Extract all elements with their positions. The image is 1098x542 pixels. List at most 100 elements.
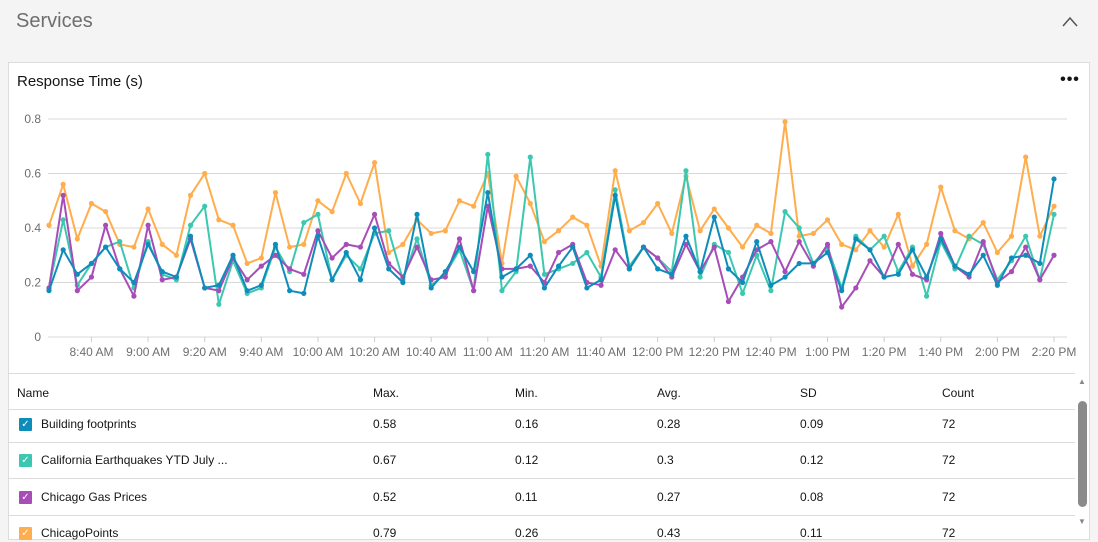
data-point[interactable] [952, 228, 958, 234]
data-point[interactable] [541, 285, 548, 291]
data-point[interactable] [60, 217, 66, 223]
data-point[interactable] [343, 249, 349, 256]
data-point[interactable] [839, 288, 845, 294]
data-point[interactable] [527, 200, 533, 207]
data-point[interactable] [640, 219, 647, 226]
data-point[interactable] [159, 241, 165, 247]
data-point[interactable] [570, 214, 576, 220]
data-point[interactable] [244, 260, 250, 267]
data-point[interactable] [612, 187, 618, 193]
data-point[interactable] [612, 168, 618, 174]
data-point[interactable] [103, 209, 109, 215]
data-point[interactable] [1051, 176, 1057, 182]
data-point[interactable] [1051, 211, 1057, 217]
data-point[interactable] [315, 211, 321, 217]
data-point[interactable] [400, 279, 406, 286]
data-point[interactable] [895, 271, 901, 277]
data-point[interactable] [895, 241, 901, 247]
data-point[interactable] [202, 170, 208, 177]
data-point[interactable] [442, 228, 448, 234]
data-point[interactable] [202, 203, 208, 209]
data-point[interactable] [570, 244, 576, 250]
data-point[interactable] [371, 160, 378, 166]
data-point[interactable] [287, 288, 293, 294]
data-point[interactable] [782, 269, 788, 275]
data-point[interactable] [711, 244, 717, 250]
data-point[interactable] [414, 244, 420, 250]
series-checkbox[interactable]: ✓ [19, 491, 32, 504]
data-point[interactable] [824, 217, 831, 223]
data-point[interactable] [768, 282, 774, 288]
data-point[interactable] [796, 233, 802, 239]
table-scrollbar[interactable]: ▲ ▼ [1075, 373, 1091, 541]
data-point[interactable] [527, 252, 533, 258]
data-point[interactable] [485, 189, 491, 196]
data-point[interactable] [966, 233, 972, 239]
header-sd[interactable]: SD [800, 386, 817, 400]
data-point[interactable] [159, 269, 165, 275]
data-point[interactable] [768, 288, 774, 294]
data-point[interactable] [287, 266, 293, 272]
data-point[interactable] [683, 241, 689, 247]
data-point[interactable] [938, 184, 944, 190]
data-point[interactable] [315, 233, 321, 239]
data-point[interactable] [258, 263, 264, 269]
data-point[interactable] [655, 200, 661, 207]
data-point[interactable] [541, 271, 548, 277]
data-point[interactable] [60, 192, 66, 198]
data-point[interactable] [456, 236, 463, 242]
data-point[interactable] [145, 206, 151, 212]
data-point[interactable] [117, 239, 123, 245]
data-point[interactable] [145, 222, 151, 228]
data-point[interactable] [909, 247, 916, 253]
data-point[interactable] [881, 244, 887, 250]
data-point[interactable] [754, 239, 760, 245]
data-point[interactable] [74, 271, 80, 277]
data-point[interactable] [46, 222, 52, 228]
data-point[interactable] [442, 269, 448, 275]
data-point[interactable] [272, 241, 279, 247]
data-point[interactable] [131, 244, 137, 250]
data-point[interactable] [357, 244, 364, 250]
data-point[interactable] [371, 211, 378, 217]
data-point[interactable] [683, 233, 689, 239]
data-point[interactable] [386, 266, 392, 272]
data-point[interactable] [541, 239, 548, 245]
data-point[interactable] [272, 252, 279, 258]
data-point[interactable] [909, 263, 916, 269]
data-point[interactable] [1037, 277, 1043, 283]
data-point[interactable] [88, 200, 95, 207]
data-point[interactable] [938, 230, 944, 237]
data-point[interactable] [513, 173, 519, 179]
data-point[interactable] [88, 260, 95, 267]
more-options-button[interactable]: ••• [1060, 71, 1080, 88]
header-count[interactable]: Count [942, 386, 975, 400]
data-point[interactable] [938, 236, 944, 242]
data-point[interactable] [329, 255, 335, 261]
data-point[interactable] [74, 288, 80, 294]
data-point[interactable] [301, 271, 307, 277]
data-point[interactable] [1037, 260, 1043, 267]
data-point[interactable] [371, 225, 378, 231]
data-point[interactable] [88, 274, 95, 280]
data-point[interactable] [739, 290, 746, 296]
data-point[interactable] [952, 263, 958, 269]
data-point[interactable] [357, 277, 364, 283]
data-point[interactable] [428, 285, 434, 291]
data-point[interactable] [1051, 252, 1057, 258]
data-point[interactable] [386, 249, 392, 256]
data-point[interactable] [244, 277, 250, 283]
data-point[interactable] [103, 222, 109, 228]
data-point[interactable] [187, 233, 194, 239]
data-point[interactable] [400, 241, 406, 247]
series-checkbox[interactable]: ✓ [19, 527, 32, 540]
data-point[interactable] [315, 198, 321, 204]
data-point[interactable] [471, 203, 477, 209]
data-point[interactable] [881, 274, 887, 280]
data-point[interactable] [669, 230, 675, 237]
data-point[interactable] [612, 247, 618, 253]
data-point[interactable] [782, 209, 788, 215]
data-point[interactable] [824, 241, 831, 247]
data-point[interactable] [994, 282, 1000, 288]
data-point[interactable] [428, 230, 434, 237]
